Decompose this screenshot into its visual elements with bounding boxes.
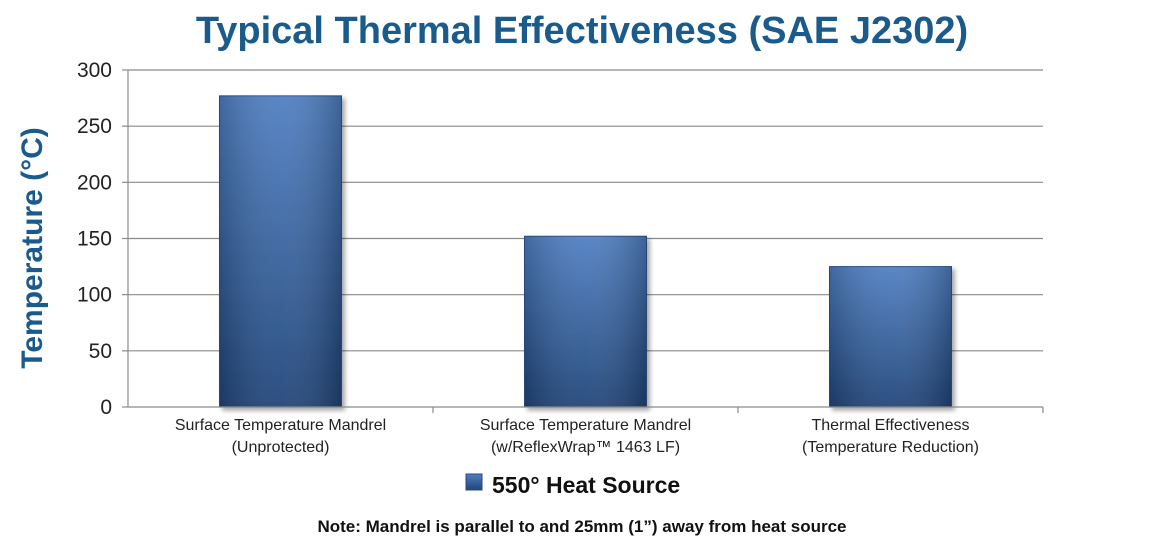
bar-shading [829,266,952,407]
y-tick-label: 100 [77,284,112,307]
y-tick-label: 0 [100,396,112,419]
x-axis [127,70,1044,413]
y-tick-label: 150 [77,228,112,251]
legend: 550° Heat Source [465,472,680,498]
bar-shading [524,236,647,407]
y-tick-label: 250 [77,115,112,138]
chart-note: Note: Mandrel is parallel to and 25mm (1… [317,517,846,536]
x-axis-category-labels: Surface Temperature Mandrel (Unprotected)… [175,417,979,456]
bar-shading [219,95,342,407]
legend-swatch [465,473,483,491]
y-tick-label: 300 [77,59,112,82]
x-category-label: Surface Temperature Mandrel [175,417,386,434]
x-category-label: Surface Temperature Mandrel [480,417,691,434]
y-axis-label: Temperature (°C) [16,127,49,368]
y-axis-ticks: 0 50 100 150 200 250 300 [77,59,128,419]
legend-label: 550° Heat Source [492,472,680,498]
chart-title: Typical Thermal Effectiveness (SAE J2302… [196,10,968,52]
x-category-label: Thermal Effectiveness [812,417,970,434]
x-category-label: (w/ReflexWrap™ 1463 LF) [491,439,680,456]
x-category-label: (Temperature Reduction) [802,439,979,456]
bars [219,95,952,408]
y-tick-label: 50 [89,340,112,363]
x-category-label: (Unprotected) [232,439,330,456]
y-tick-label: 200 [77,171,112,194]
